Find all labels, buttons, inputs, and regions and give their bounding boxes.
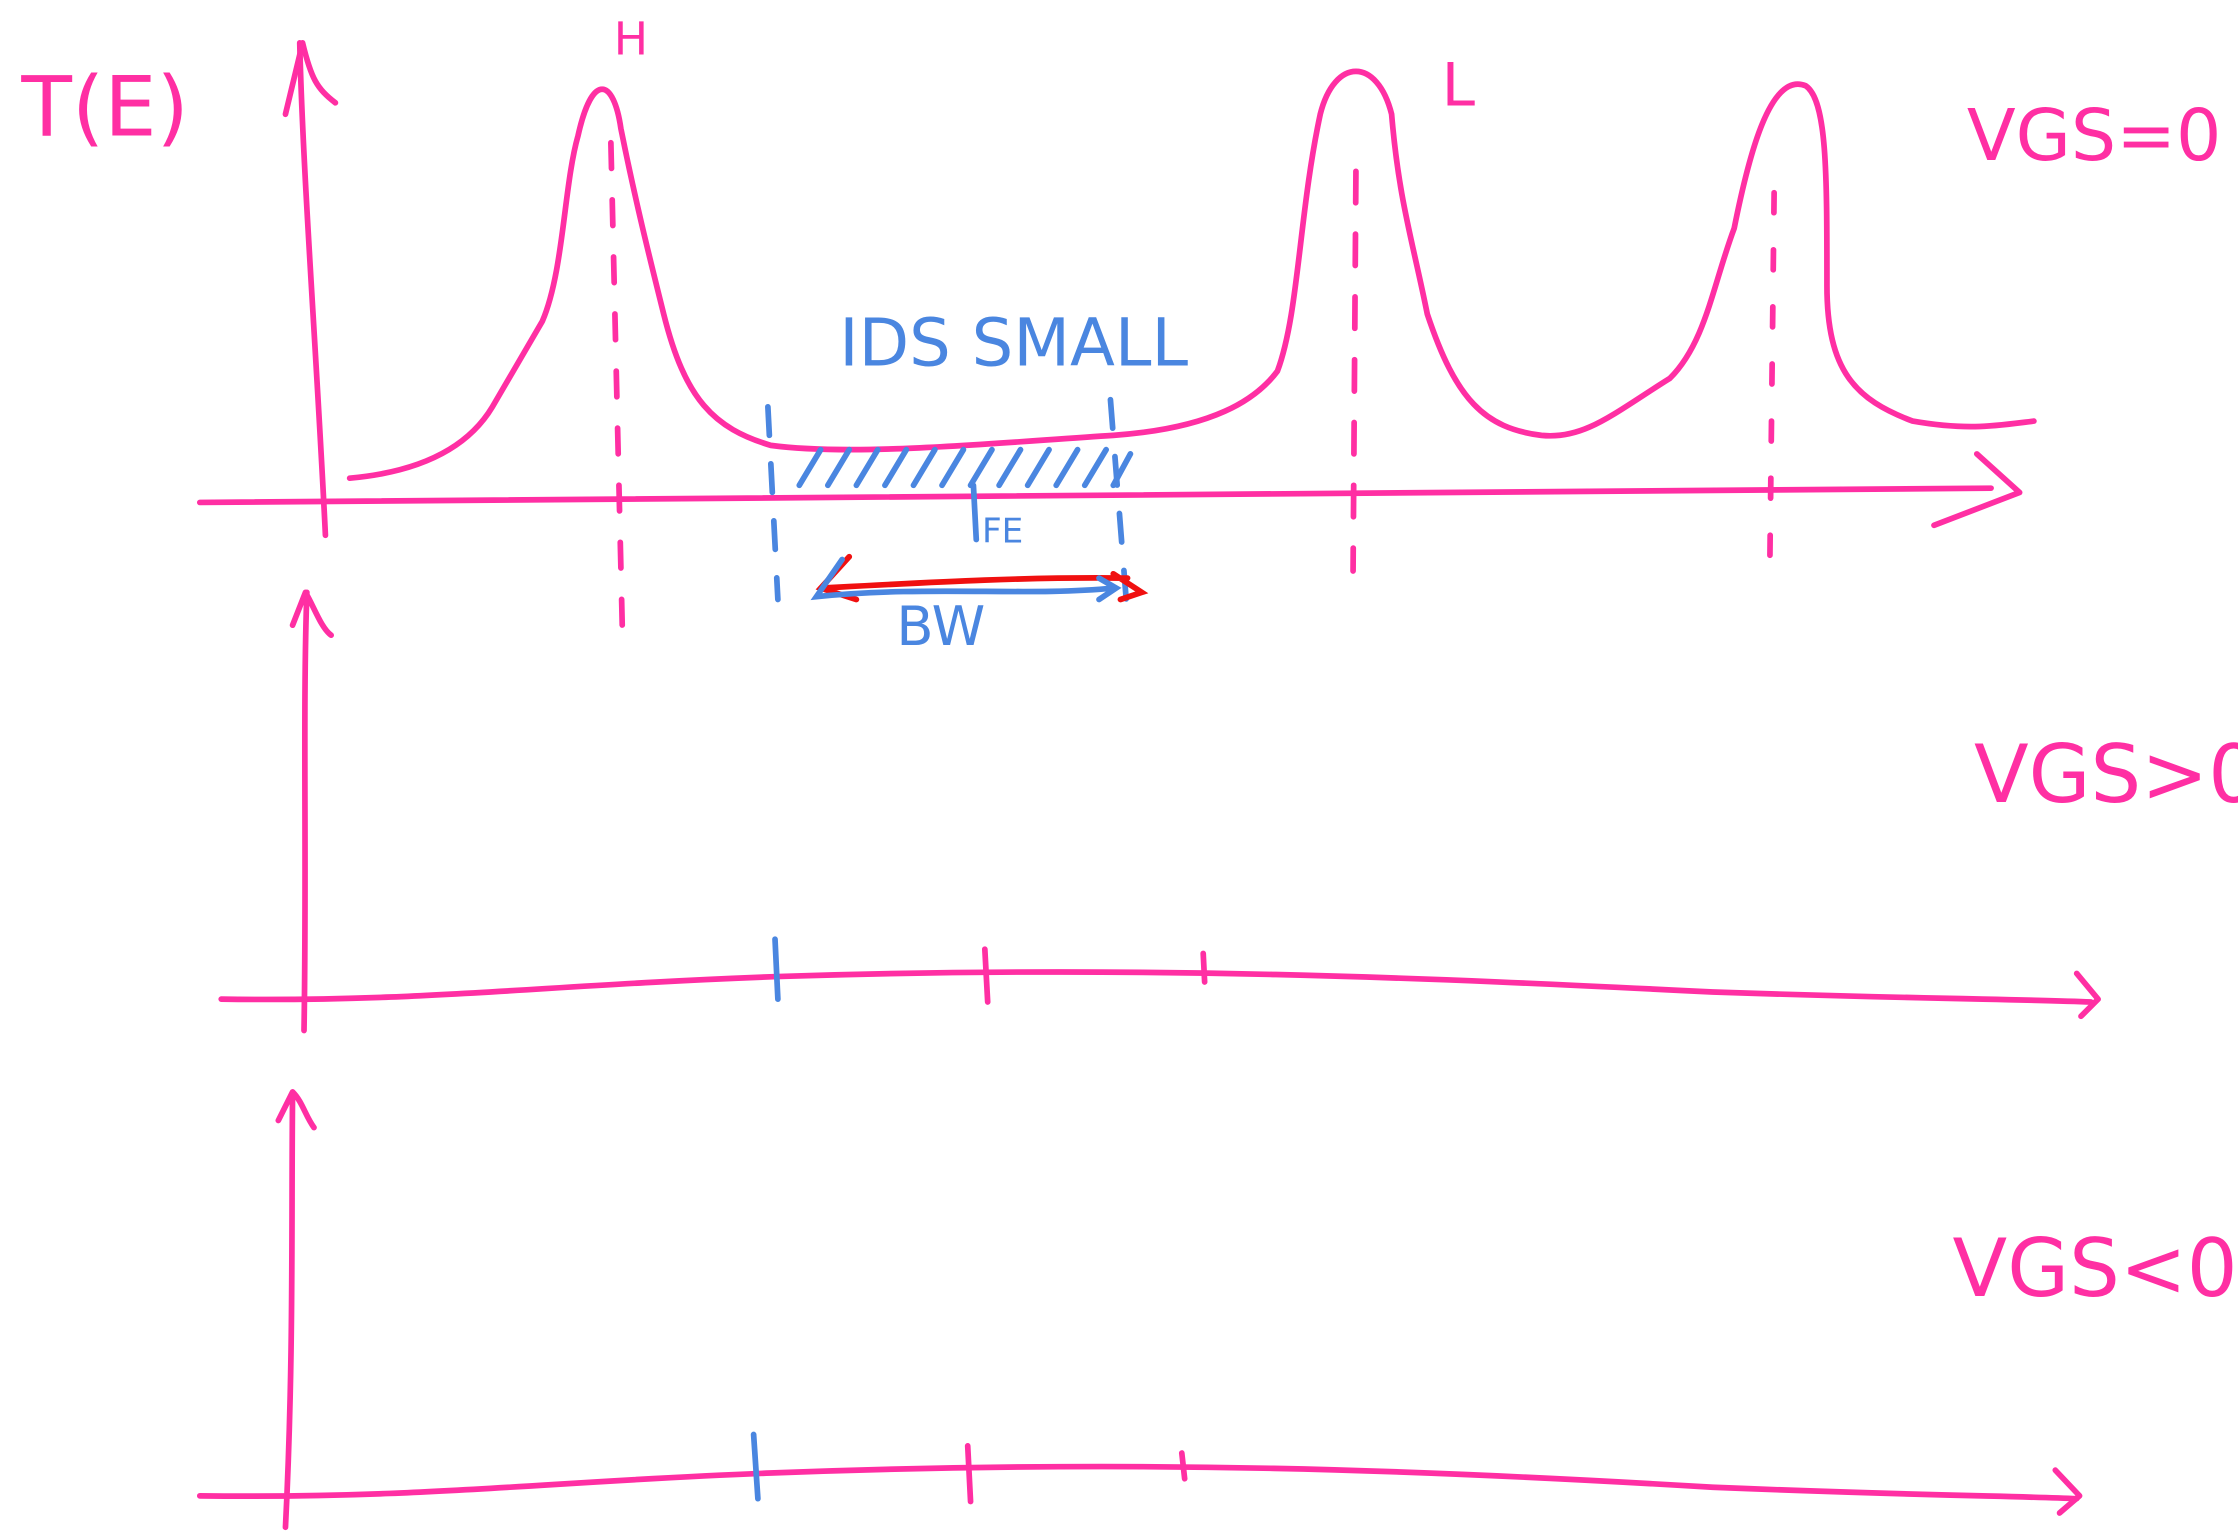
fermi-label: FE [982, 511, 1023, 551]
tick [775, 939, 778, 999]
current-label: IDS SMALL [839, 305, 1188, 381]
condition-label: VGS<0 [1953, 1222, 2238, 1315]
bandwidth-label: BW [896, 595, 985, 658]
peak-label: H [614, 12, 648, 65]
peak-label: L [1442, 51, 1476, 121]
diagram: T(E) H L VGS=0 VGS>0 VGS<0 IDS SMALL FE … [0, 0, 2238, 1533]
background [0, 0, 2238, 1533]
condition-label: VGS>0 [1974, 728, 2238, 821]
fermi-tick [973, 485, 976, 539]
axis-label: T(E) [20, 59, 188, 156]
condition-label: VGS=0 [1967, 94, 2222, 177]
